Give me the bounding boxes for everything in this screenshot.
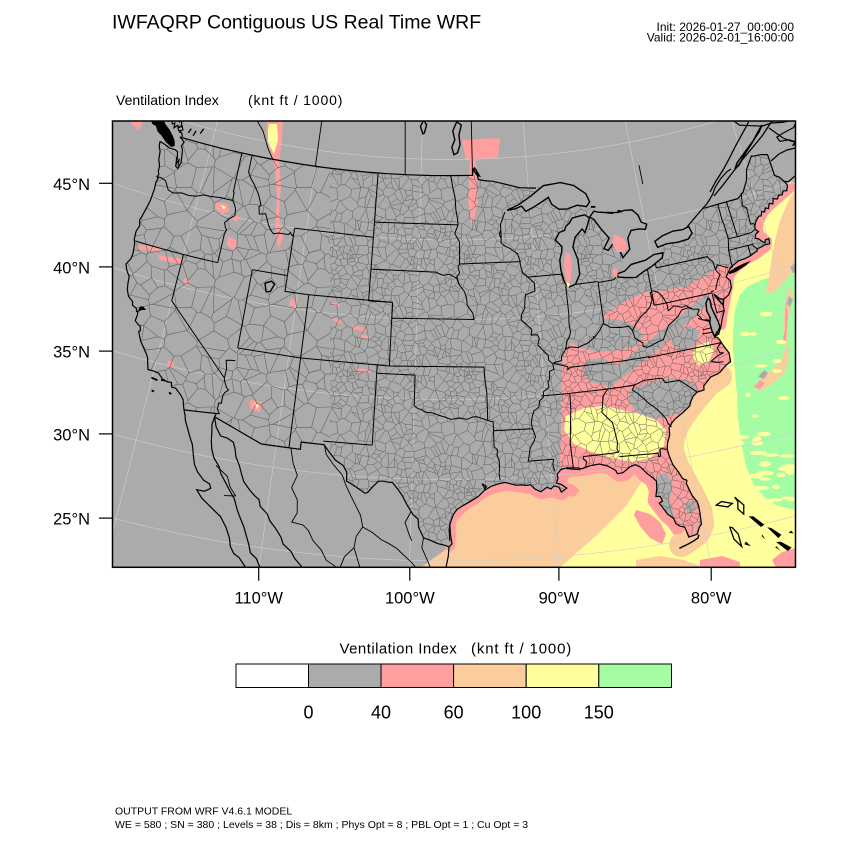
svg-text:Init: 2026-01-27_00:00:00: Init: 2026-01-27_00:00:00 [657,20,795,34]
svg-text:45°N: 45°N [53,176,90,194]
svg-text:Ventilation Index: Ventilation Index [340,640,458,657]
svg-text:100°W: 100°W [385,590,435,608]
svg-text:WE = 580 ; SN = 380 ; Levels =: WE = 580 ; SN = 380 ; Levels = 38 ; Dis … [115,819,528,831]
svg-text:OUTPUT FROM WRF V4.6.1 MODEL: OUTPUT FROM WRF V4.6.1 MODEL [115,806,292,818]
svg-text:Valid: 2026-02-01_16:00:00: Valid: 2026-02-01_16:00:00 [647,30,795,44]
svg-text:100: 100 [511,703,541,723]
svg-text:80°W: 80°W [691,590,732,608]
svg-text:Ventilation Index: Ventilation Index [116,92,219,108]
svg-text:40: 40 [371,703,391,723]
svg-text:IWFAQRP Contiguous US Real Tim: IWFAQRP Contiguous US Real Time WRF [112,12,481,34]
svg-text:110°W: 110°W [234,590,283,608]
svg-text:(knt ft / 1000): (knt ft / 1000) [248,92,343,108]
svg-text:0: 0 [303,703,313,723]
svg-text:(knt ft / 1000): (knt ft / 1000) [471,640,572,657]
svg-text:40°N: 40°N [53,260,90,278]
svg-text:30°N: 30°N [53,427,90,445]
svg-text:60: 60 [444,703,464,723]
svg-text:90°W: 90°W [539,590,580,608]
svg-text:35°N: 35°N [53,344,90,362]
svg-text:25°N: 25°N [53,511,90,529]
svg-text:150: 150 [584,703,614,723]
